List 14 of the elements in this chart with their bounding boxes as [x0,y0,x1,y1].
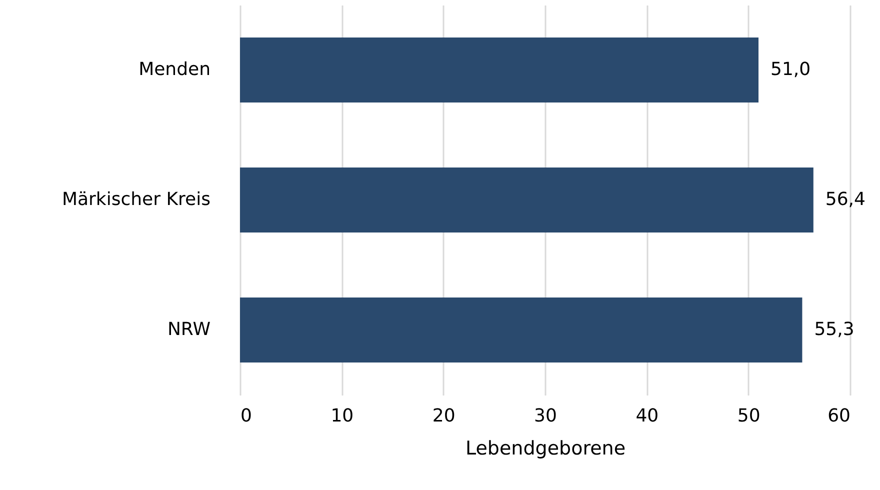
x-tick-label: 20 [432,406,456,426]
data-label: 56,4 [825,189,866,210]
x-tick-label: 10 [330,406,354,426]
y-tick-label: Menden [138,59,210,80]
x-tick-label: 50 [737,406,760,426]
y-tick-label: Märkischer Kreis [62,189,210,210]
x-tick-label: 30 [534,406,557,426]
x-tick-label: 60 [828,406,850,426]
data-label: 51,0 [770,59,811,80]
data-label: 55,3 [814,319,854,340]
x-tick-label: 0 [240,406,252,426]
x-axis-title: Lebendgeborene [465,438,626,460]
y-tick-label: NRW [167,319,211,340]
x-tick-label: 40 [636,406,659,426]
